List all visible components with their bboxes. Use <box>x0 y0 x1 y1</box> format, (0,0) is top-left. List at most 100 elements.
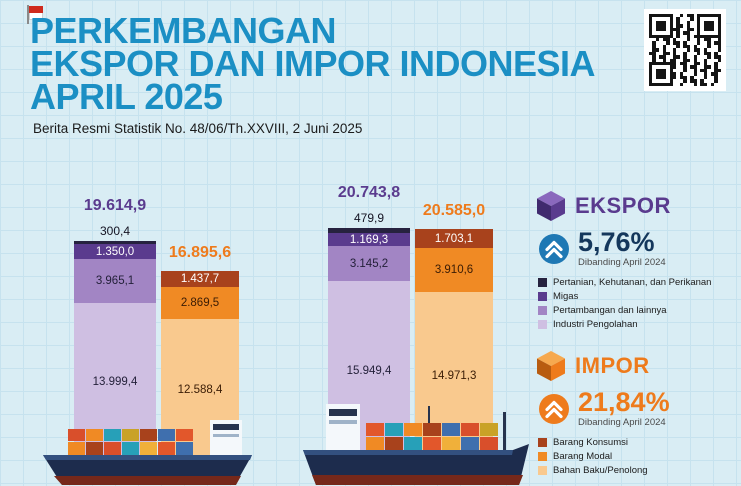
qr-module <box>707 27 711 32</box>
qr-module <box>714 38 718 42</box>
qr-module <box>693 65 697 69</box>
qr-module <box>690 51 694 56</box>
qr-module <box>717 65 721 69</box>
qr-module <box>673 68 677 73</box>
bar-total-label: 16.895,6 <box>168 244 232 261</box>
qr-module <box>700 38 704 42</box>
qr-module <box>676 27 680 32</box>
qr-module <box>669 34 673 38</box>
ekspor-change-row: 5,76% Dibanding April 2024 <box>538 229 736 268</box>
qr-module <box>714 68 718 73</box>
qr-module <box>676 41 680 45</box>
qr-module <box>703 34 708 38</box>
qr-module <box>683 58 687 62</box>
qr-module <box>710 51 715 56</box>
qr-module <box>693 68 697 73</box>
qr-module <box>717 27 721 32</box>
qr-module <box>710 20 715 25</box>
qr-module <box>659 65 663 69</box>
qr-module <box>662 58 667 62</box>
qr-module <box>693 38 697 42</box>
qr-module <box>652 20 656 25</box>
qr-module <box>714 34 718 38</box>
qr-module <box>714 55 718 59</box>
qr-module <box>683 82 687 86</box>
bar-segment-migas: 1.350,0 <box>74 244 156 259</box>
qr-module <box>703 62 708 66</box>
qr-module <box>679 38 684 42</box>
qr-module <box>700 27 704 32</box>
qr-module <box>710 65 715 69</box>
qr-module <box>659 79 663 83</box>
qr-module <box>669 20 673 25</box>
qr-module <box>669 58 673 62</box>
qr-module <box>666 44 670 49</box>
qr-module <box>714 65 718 69</box>
legend-label: Industri Pengolahan <box>553 319 638 330</box>
title-line-3: APRIL 2025 <box>30 76 223 117</box>
qr-module <box>707 51 711 56</box>
legend-label: Migas <box>553 291 579 302</box>
qr-module <box>717 38 721 42</box>
qr-module <box>700 24 704 28</box>
qr-module <box>673 62 677 66</box>
qr-module <box>649 44 653 49</box>
qr-module <box>717 68 721 73</box>
qr-module <box>676 34 680 38</box>
qr-module <box>707 34 711 38</box>
qr-module <box>714 17 718 21</box>
bar-segment-pertanian <box>328 228 410 233</box>
qr-module <box>686 62 691 66</box>
qr-module <box>707 20 711 25</box>
qr-module <box>666 48 670 52</box>
qr-module <box>659 62 663 66</box>
legend-label: Barang Konsumsi <box>553 437 628 448</box>
ekspor-percent-change: 5,76% <box>578 227 655 257</box>
legend-swatch <box>538 278 547 287</box>
qr-module <box>683 75 687 80</box>
bar-segment-barang_modal: 3.910,6 <box>415 248 493 292</box>
qr-module <box>714 48 718 52</box>
bar-segment-pertambangan: 3.965,1 <box>74 259 156 303</box>
qr-module <box>710 75 715 80</box>
impor-increase-arrow-icon <box>539 393 569 424</box>
qr-module <box>676 62 680 66</box>
qr-module <box>679 31 684 35</box>
qr-module <box>714 27 718 32</box>
qr-module <box>697 55 701 59</box>
bar-segment-pertanian <box>74 241 156 244</box>
qr-module <box>717 55 721 59</box>
qr-module <box>717 17 721 21</box>
qr-module <box>717 44 721 49</box>
legend-swatch <box>538 306 547 315</box>
qr-module <box>659 41 663 45</box>
qr-module <box>676 65 680 69</box>
qr-module <box>679 79 684 83</box>
qr-module <box>700 55 704 59</box>
qr-module <box>690 20 694 25</box>
qr-module <box>649 34 653 38</box>
qr-module <box>686 38 691 42</box>
qr-module <box>649 51 653 56</box>
qr-module <box>707 79 711 83</box>
qr-module <box>693 31 697 35</box>
qr-module <box>690 31 694 35</box>
qr-module <box>652 72 656 76</box>
qr-module <box>676 75 680 80</box>
qr-module <box>679 17 684 21</box>
qr-module <box>717 75 721 80</box>
qr-module <box>679 51 684 56</box>
qr-module <box>676 82 680 86</box>
qr-module <box>676 31 680 35</box>
qr-module <box>655 34 660 38</box>
qr-module <box>707 65 711 69</box>
qr-module <box>666 79 670 83</box>
legend-label: Bahan Baku/Penolong <box>553 465 648 476</box>
qr-module <box>717 62 721 66</box>
qr-module <box>714 24 718 28</box>
qr-module <box>690 14 694 18</box>
qr-module <box>662 75 667 80</box>
qr-module <box>662 44 667 49</box>
qr-module <box>717 48 721 52</box>
